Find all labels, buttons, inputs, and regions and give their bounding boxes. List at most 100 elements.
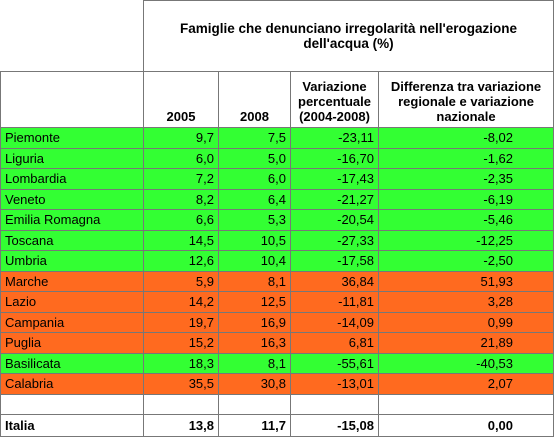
row-label: Italia — [0, 413, 144, 437]
cell: 51,93 — [377, 270, 555, 292]
cell: 7,2 — [143, 168, 219, 190]
cell: -27,33 — [290, 229, 379, 251]
cell: 10,5 — [218, 229, 291, 251]
cell: 10,4 — [218, 250, 291, 272]
title-row: Famiglie che denunciano irregolarità nel… — [0, 0, 555, 72]
cell: -8,02 — [377, 127, 555, 149]
table-row: Calabria 35,5 30,8 -13,01 2,07 — [0, 373, 555, 395]
cell: 6,4 — [218, 188, 291, 210]
row-label: Puglia — [0, 332, 144, 354]
cell: 7,5 — [218, 127, 291, 149]
cell: 12,6 — [143, 250, 219, 272]
table-title: Famiglie che denunciano irregolarità nel… — [142, 0, 555, 72]
row-label: Calabria — [0, 373, 144, 395]
cell: 5,3 — [218, 209, 291, 231]
cell: 35,5 — [143, 373, 219, 395]
table-row: Veneto 8,2 6,4 -21,27 -6,19 — [0, 188, 555, 210]
row-label: Emilia Romagna — [0, 209, 144, 231]
cell: 36,84 — [290, 270, 379, 292]
row-label: Lombardia — [0, 168, 144, 190]
cell: 8,1 — [218, 352, 291, 374]
cell: -2,50 — [377, 250, 555, 272]
cell: 0,99 — [377, 311, 555, 333]
cell — [290, 393, 379, 415]
cell: 6,0 — [143, 147, 219, 169]
table-row: Liguria 6,0 5,0 -16,70 -1,62 — [0, 147, 555, 169]
cell: -20,54 — [290, 209, 379, 231]
cell: 5,9 — [143, 270, 219, 292]
row-label: Umbria — [0, 250, 144, 272]
table-row: Emilia Romagna 6,6 5,3 -20,54 -5,46 — [0, 209, 555, 231]
cell: 14,2 — [143, 291, 219, 313]
cell: 19,7 — [143, 311, 219, 333]
cell: 6,6 — [143, 209, 219, 231]
cell: -2,35 — [377, 168, 555, 190]
cell — [377, 393, 555, 415]
table-row: Campania 19,7 16,9 -14,09 0,99 — [0, 311, 555, 333]
cell: -17,43 — [290, 168, 379, 190]
cell: -15,08 — [290, 413, 379, 437]
row-label: Liguria — [0, 147, 144, 169]
table-row: Umbria 12,6 10,4 -17,58 -2,50 — [0, 250, 555, 272]
table-row: Marche 5,9 8,1 36,84 51,93 — [0, 270, 555, 292]
cell: -12,25 — [377, 229, 555, 251]
cell: -23,11 — [290, 127, 379, 149]
row-label — [0, 393, 144, 415]
row-label: Lazio — [0, 291, 144, 313]
cell: -21,27 — [290, 188, 379, 210]
table-row: Basilicata 18,3 8,1 -55,61 -40,53 — [0, 352, 555, 374]
cell: 16,3 — [218, 332, 291, 354]
cell — [143, 393, 219, 415]
cell: -5,46 — [377, 209, 555, 231]
cell: 11,7 — [218, 413, 291, 437]
cell: -16,70 — [290, 147, 379, 169]
row-label: Veneto — [0, 188, 144, 210]
table-row: Toscana 14,5 10,5 -27,33 -12,25 — [0, 229, 555, 251]
cell: 2,07 — [377, 373, 555, 395]
cell: 12,5 — [218, 291, 291, 313]
cell: 8,2 — [143, 188, 219, 210]
cell: -14,09 — [290, 311, 379, 333]
table-row: Piemonte 9,7 7,5 -23,11 -8,02 — [0, 127, 555, 149]
column-header: Variazione percentuale (2004-2008) — [290, 71, 379, 128]
cell: -17,58 — [290, 250, 379, 272]
cell: -6,19 — [377, 188, 555, 210]
cell: 6,0 — [218, 168, 291, 190]
cell: 9,7 — [143, 127, 219, 149]
cell: -13,01 — [290, 373, 379, 395]
row-label: Basilicata — [0, 352, 144, 374]
row-label: Piemonte — [0, 127, 144, 149]
cell: 18,3 — [143, 352, 219, 374]
cell: -1,62 — [377, 147, 555, 169]
cell: -55,61 — [290, 352, 379, 374]
empty-cell — [0, 0, 144, 72]
cell: 16,9 — [218, 311, 291, 333]
table-row — [0, 393, 555, 415]
cell: 3,28 — [377, 291, 555, 313]
table-body: Piemonte 9,7 7,5 -23,11 -8,02 Liguria 6,0 5,0 -1… — [0, 127, 555, 437]
row-label: Marche — [0, 270, 144, 292]
cell: 8,1 — [218, 270, 291, 292]
cell: 21,89 — [377, 332, 555, 354]
cell: 14,5 — [143, 229, 219, 251]
cell: 5,0 — [218, 147, 291, 169]
cell: -11,81 — [290, 291, 379, 313]
table-row: Italia 13,8 11,7 -15,08 0,00 — [0, 413, 555, 437]
cell: 0,00 — [377, 413, 555, 437]
row-label: Campania — [0, 311, 144, 333]
row-label: Toscana — [0, 229, 144, 251]
empty-cell — [0, 71, 144, 128]
column-header: 2005 — [143, 71, 219, 128]
cell: 13,8 — [143, 413, 219, 437]
cell: -40,53 — [377, 352, 555, 374]
cell — [218, 393, 291, 415]
column-header: Differenza tra variazione regionale e va… — [377, 71, 555, 128]
table-row: Puglia 15,2 16,3 6,81 21,89 — [0, 332, 555, 354]
cell: 15,2 — [143, 332, 219, 354]
column-header-row: 2005 2008 Variazione percentuale (2004-2… — [0, 71, 555, 128]
cell: 6,81 — [290, 332, 379, 354]
table-row: Lazio 14,2 12,5 -11,81 3,28 — [0, 291, 555, 313]
cell: 30,8 — [218, 373, 291, 395]
